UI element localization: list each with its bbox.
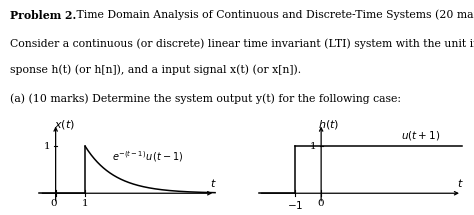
Text: (a) (10 marks) Determine the system output y(t) for the following case:: (a) (10 marks) Determine the system outp… [10,94,401,104]
Text: $h(t)$: $h(t)$ [319,118,339,131]
Text: $x(t)$: $x(t)$ [54,118,75,131]
Text: 1: 1 [310,142,317,151]
Text: $t$: $t$ [457,177,464,189]
Text: Time Domain Analysis of Continuous and Discrete-Time Systems (20 marks): Time Domain Analysis of Continuous and D… [73,10,474,20]
Text: $t$: $t$ [210,177,217,189]
Text: 0: 0 [318,199,324,208]
Text: $-1$: $-1$ [287,199,303,211]
Text: 1: 1 [44,142,50,151]
Text: sponse h(t) (or h[n]), and a input signal x(t) (or x[n]).: sponse h(t) (or h[n]), and a input signa… [10,64,301,75]
Text: $u(t+1)$: $u(t+1)$ [401,129,440,142]
Text: 0: 0 [51,199,57,208]
Text: 1: 1 [82,199,89,208]
Text: Problem 2.: Problem 2. [10,10,77,21]
Text: $e^{-(t-1)}u\,(t-1)$: $e^{-(t-1)}u\,(t-1)$ [112,149,183,164]
Text: Consider a continuous (or discrete) linear time invariant (LTI) system with the : Consider a continuous (or discrete) line… [10,39,474,49]
